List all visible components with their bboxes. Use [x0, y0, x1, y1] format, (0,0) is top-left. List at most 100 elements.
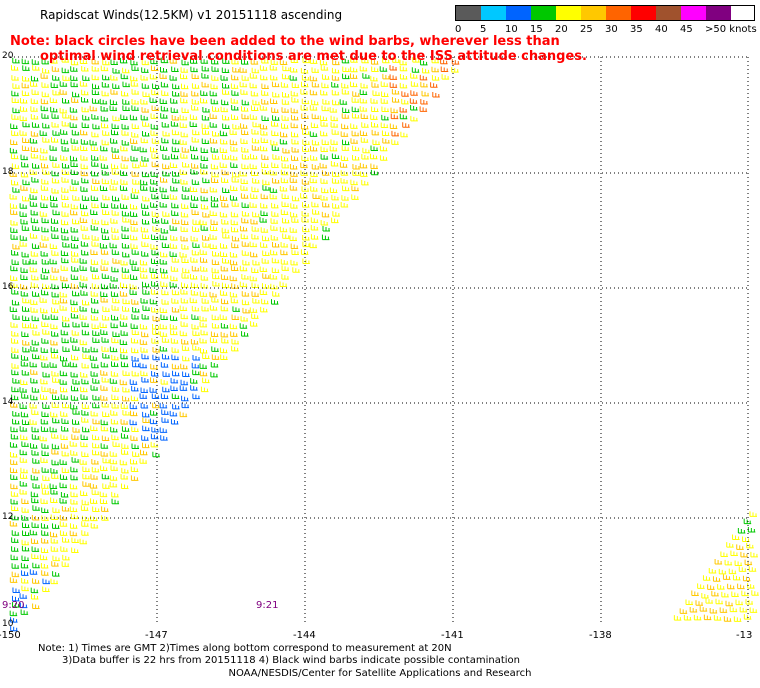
wind-barb	[221, 177, 229, 183]
wind-barb	[130, 234, 138, 241]
wind-barb	[60, 443, 69, 449]
wind-barb	[281, 115, 290, 121]
wind-barb	[70, 403, 78, 410]
wind-barb	[281, 265, 290, 271]
wind-barb	[281, 99, 290, 105]
wind-barb	[211, 323, 220, 329]
wind-barb	[351, 130, 360, 137]
wind-barb	[171, 298, 179, 304]
wind-barb	[50, 274, 58, 281]
wind-barb	[189, 58, 198, 64]
wind-barb	[110, 275, 119, 282]
wind-barb	[331, 81, 339, 88]
wind-barb	[212, 251, 220, 257]
wind-barb	[142, 305, 150, 311]
wind-barb	[209, 291, 218, 298]
wind-barb	[211, 154, 220, 160]
wind-barb	[747, 583, 755, 589]
wind-barb	[260, 227, 269, 233]
wind-barb	[200, 266, 208, 272]
wind-barb	[342, 73, 350, 80]
wind-barb	[62, 98, 70, 104]
wind-barb	[331, 67, 340, 74]
wind-barb	[41, 570, 49, 576]
wind-barb	[130, 219, 138, 226]
wind-barb	[180, 153, 188, 159]
wind-barb	[320, 121, 328, 127]
wind-barb	[10, 227, 18, 233]
wind-barb	[62, 361, 70, 367]
wind-barb	[119, 459, 128, 466]
wind-barb	[161, 417, 169, 423]
wind-barb	[362, 73, 370, 79]
wind-barb	[182, 371, 190, 378]
wind-barb	[69, 530, 78, 537]
wind-barb	[32, 353, 40, 360]
wind-barb	[399, 59, 408, 66]
wind-barb	[61, 194, 69, 201]
wind-barb	[49, 483, 58, 489]
wind-barb	[200, 203, 209, 210]
wind-barb	[722, 574, 731, 580]
wind-barb	[673, 615, 682, 621]
wind-barb	[746, 542, 754, 549]
wind-barb	[341, 113, 350, 119]
wind-barb	[359, 162, 368, 169]
wind-barb	[50, 106, 58, 113]
wind-barb	[61, 219, 69, 226]
wind-barb	[81, 499, 90, 506]
wind-barb	[359, 130, 368, 136]
wind-barb	[22, 530, 30, 537]
wind-barb	[160, 393, 169, 400]
wind-barb	[182, 355, 190, 362]
wind-barb	[109, 105, 118, 111]
wind-barb	[61, 202, 70, 208]
wind-barb	[721, 591, 729, 598]
wind-barb	[101, 515, 109, 521]
wind-barb	[319, 59, 328, 66]
wind-barb	[101, 377, 110, 383]
wind-barb	[280, 259, 289, 265]
wind-barb	[219, 290, 228, 296]
wind-barb	[311, 139, 320, 146]
wind-barb	[11, 353, 19, 359]
wind-barb	[22, 259, 30, 265]
wind-barb	[209, 305, 218, 311]
wind-barb	[281, 162, 290, 169]
wind-barb	[201, 114, 210, 121]
wind-barb	[110, 426, 118, 433]
wind-barb	[22, 195, 30, 202]
wind-barb	[11, 537, 19, 543]
wind-barb	[61, 145, 70, 152]
wind-barb	[142, 210, 150, 216]
wind-barb	[301, 186, 310, 192]
wind-barb	[740, 551, 748, 558]
wind-barb	[410, 105, 418, 111]
wind-barb	[171, 306, 180, 313]
wind-barb	[382, 73, 390, 80]
note-line-1: Note: black circles have been added to t…	[10, 34, 560, 49]
wind-barb	[240, 138, 248, 144]
wind-barb	[81, 66, 89, 72]
wind-barb	[341, 123, 349, 130]
wind-barb	[219, 162, 228, 168]
wind-barb	[131, 329, 140, 336]
wind-barb	[12, 187, 20, 193]
wind-barb	[162, 163, 170, 170]
wind-barb	[90, 410, 99, 417]
wind-barb	[181, 395, 189, 402]
wind-barb	[42, 267, 50, 274]
wind-barb	[40, 307, 48, 314]
wind-barb	[329, 145, 338, 152]
wind-barb	[131, 265, 140, 271]
wind-barb	[191, 163, 199, 169]
wind-barb	[171, 114, 180, 121]
wind-barb	[61, 506, 70, 512]
wind-barb	[50, 339, 58, 346]
wind-barb	[747, 526, 756, 533]
wind-barb	[150, 113, 159, 119]
wind-barb	[200, 195, 209, 202]
wind-barb	[120, 114, 128, 121]
wind-barb	[270, 98, 278, 104]
wind-barb	[131, 426, 139, 432]
